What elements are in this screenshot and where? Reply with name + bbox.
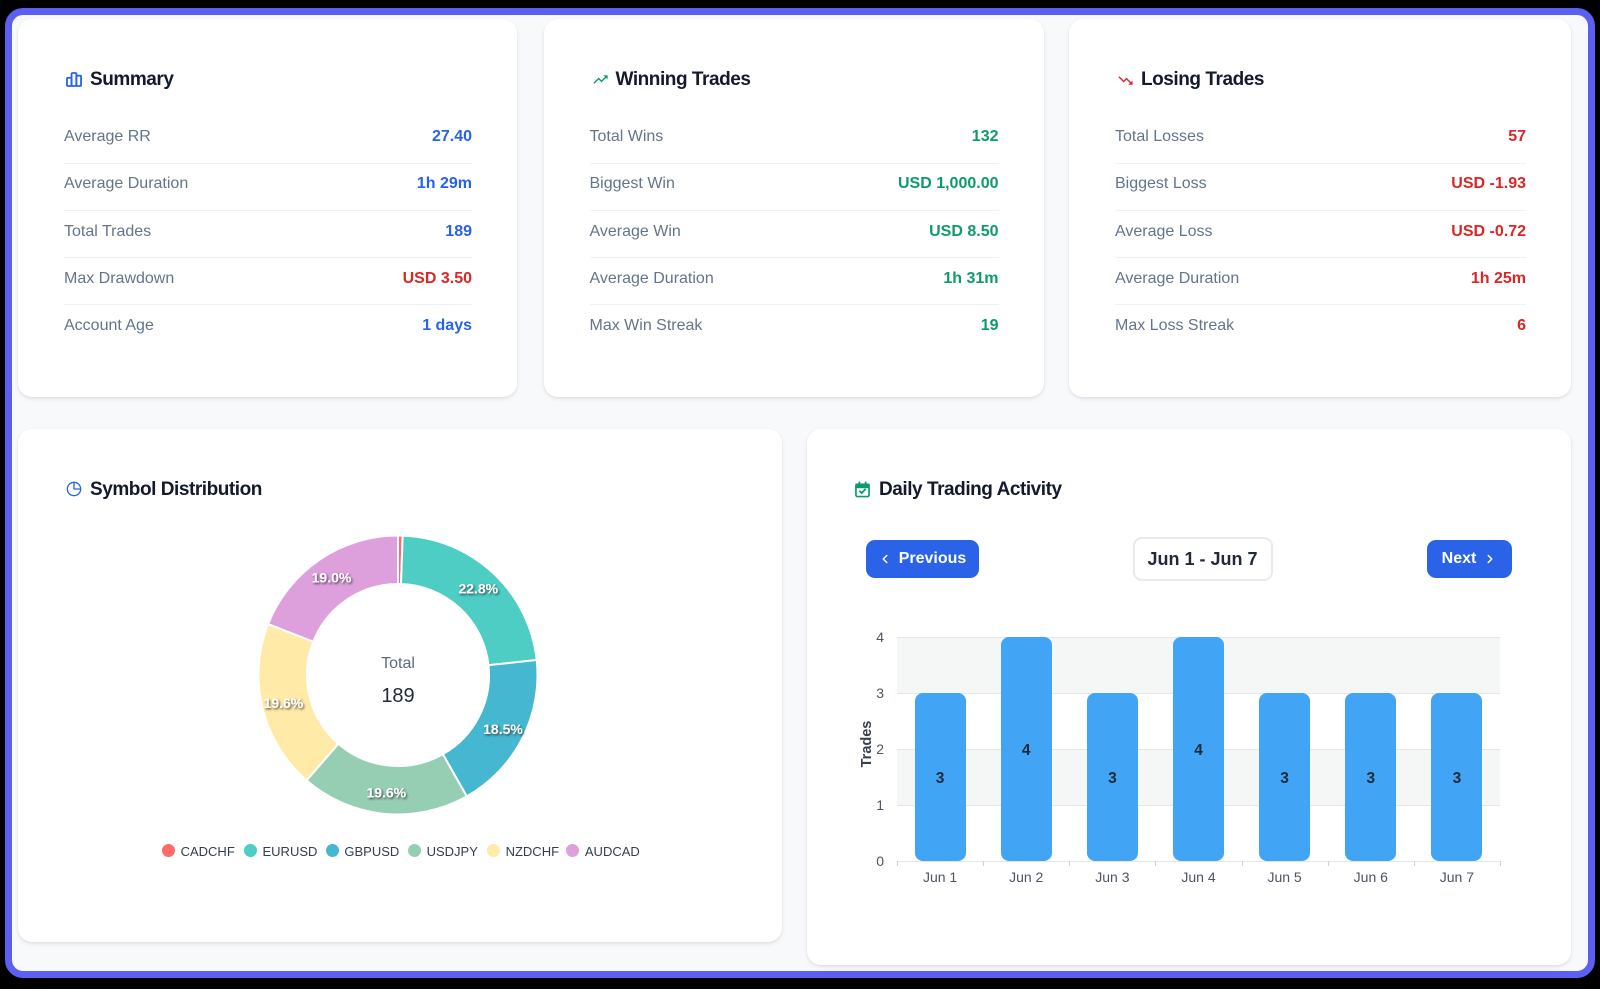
svg-text:19.0%: 19.0% <box>312 570 352 586</box>
svg-text:22.8%: 22.8% <box>458 581 498 597</box>
svg-text:19.6%: 19.6% <box>366 784 406 800</box>
svg-text:18.5%: 18.5% <box>483 721 523 737</box>
svg-text:19.6%: 19.6% <box>264 695 304 711</box>
